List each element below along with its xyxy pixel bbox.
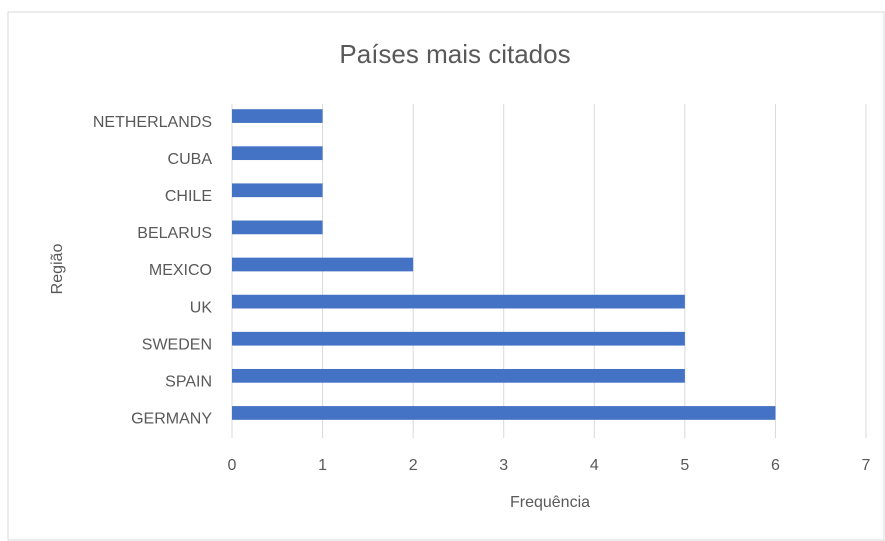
bar bbox=[232, 109, 323, 123]
y-tick-label: MEXICO bbox=[149, 262, 212, 279]
y-tick-label: NETHERLANDS bbox=[93, 114, 212, 131]
x-tick-label: 2 bbox=[409, 457, 418, 474]
x-tick-label: 1 bbox=[318, 457, 327, 474]
y-tick-label: GERMANY bbox=[131, 411, 212, 428]
chart-title: Países mais citados bbox=[339, 39, 570, 69]
x-tick-label: 7 bbox=[862, 457, 871, 474]
chart-frame bbox=[7, 11, 885, 541]
x-tick-label: 4 bbox=[590, 457, 599, 474]
x-tick-label: 0 bbox=[228, 457, 237, 474]
x-tick-label: 3 bbox=[499, 457, 508, 474]
bar bbox=[232, 294, 685, 309]
bar bbox=[232, 257, 414, 272]
y-tick-label: SPAIN bbox=[165, 374, 212, 391]
y-tick-label: CHILE bbox=[165, 188, 212, 205]
x-axis-label: Frequência bbox=[510, 494, 590, 511]
bar bbox=[232, 220, 323, 235]
bar bbox=[232, 146, 323, 161]
bar bbox=[232, 331, 685, 346]
y-tick-label: UK bbox=[190, 299, 213, 316]
y-tick-label: SWEDEN bbox=[142, 336, 212, 353]
x-tick-label: 5 bbox=[680, 457, 689, 474]
x-tick-label: 6 bbox=[771, 457, 780, 474]
y-tick-label: BELARUS bbox=[137, 225, 212, 242]
y-tick-label: CUBA bbox=[168, 151, 213, 168]
bar bbox=[232, 368, 685, 383]
bar bbox=[232, 406, 776, 420]
y-axis-label: Região bbox=[49, 244, 66, 295]
bar bbox=[232, 183, 323, 198]
